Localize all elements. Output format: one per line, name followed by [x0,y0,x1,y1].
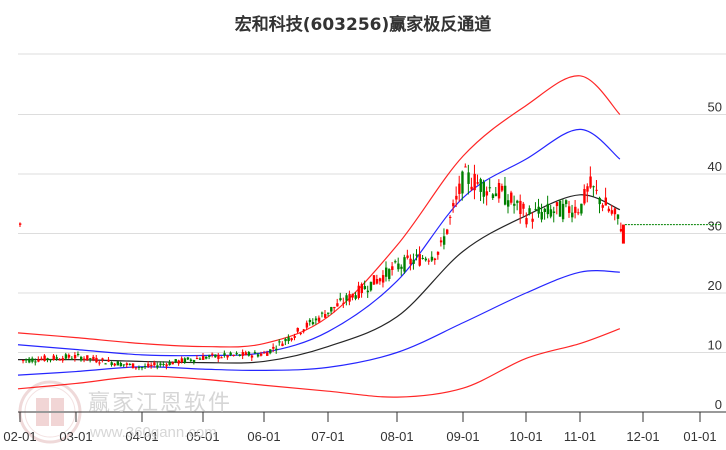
x-tick-label: 09-01 [446,429,479,444]
y-tick-label: 10 [708,338,722,353]
last-candle [621,224,625,244]
x-tick-label: 01-01 [683,429,716,444]
chart-title: 宏和科技(603256)赢家极反通道 [234,15,492,35]
upper_inner_band-line [17,128,621,357]
axes: 02-01 03-01 04-01 05-01 06-01 07-01 08-01 09-01… [3,411,726,444]
watermark-logo [18,380,82,444]
mid_line-line [17,194,621,364]
x-tick-label: 07-01 [311,429,344,444]
y-tick-label: 40 [708,159,722,174]
x-tick-label: 06-01 [247,429,280,444]
x-tick-label: 10-01 [509,429,542,444]
x-tick-label: 08-01 [380,429,413,444]
watermark-brand: 赢家江恩软件 [88,391,233,416]
x-tick-label: 12-01 [626,429,659,444]
watermark-url: www.360gann.com [90,424,217,441]
y-tick-label: 30 [708,219,722,234]
y-tick-label: 0 [715,397,722,412]
channel-bands [17,75,621,398]
gridlines: 0 10 20 30 40 50 [18,53,726,412]
x-tick-label: 05-01 [186,429,219,444]
candlesticks [19,163,625,371]
x-tick-label: 04-01 [125,429,158,444]
x-tick-label: 11-01 [564,429,596,444]
x-tick-label: 02-01 [3,429,36,444]
lower_inner_band-line [17,270,620,376]
y-tick-label: 20 [708,278,722,293]
lower_outer_band-line [17,328,621,398]
x-tick-label: 03-01 [59,429,92,444]
upper_outer_band-line [17,75,621,348]
y-tick-label: 50 [708,100,722,115]
